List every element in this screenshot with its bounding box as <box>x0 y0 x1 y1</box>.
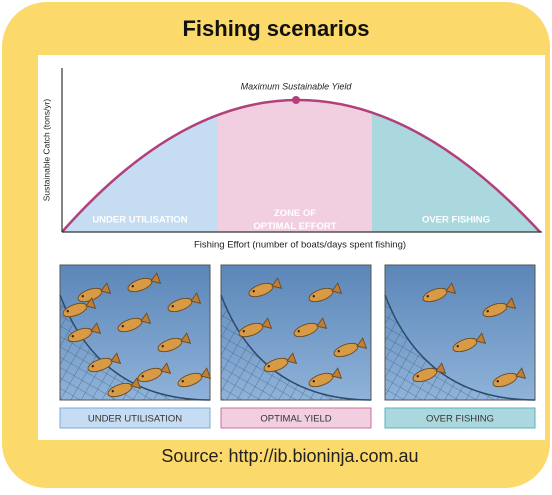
fish-eye <box>111 390 114 393</box>
fish-tail <box>286 352 298 364</box>
source: Source: http://ib.bioninja.com.au <box>161 446 418 466</box>
fish-eye <box>141 375 144 378</box>
fish <box>117 312 152 333</box>
fish-eye <box>91 365 94 368</box>
net-rim <box>220 294 372 401</box>
panel-label-box <box>220 407 372 429</box>
fish-eye <box>171 305 174 308</box>
fish-eye <box>337 350 340 353</box>
fish-eye <box>312 380 315 383</box>
fish <box>137 362 172 383</box>
zone-label: ZONE OF OPTIMAL EFFORT <box>253 208 336 232</box>
fish <box>107 377 142 398</box>
fish-eye <box>131 285 134 288</box>
fish-eye <box>456 345 459 348</box>
fish-eye <box>416 375 419 378</box>
panel-label: UNDER UTILISATION <box>88 414 182 425</box>
fish-tail <box>100 282 112 294</box>
net <box>60 295 210 400</box>
fish-tail <box>331 282 343 294</box>
panel-label-box <box>59 407 211 429</box>
fish <box>62 297 97 318</box>
fish-eye <box>312 295 315 298</box>
fish-eye <box>161 345 164 348</box>
fish <box>157 332 192 353</box>
fish-tail <box>150 272 162 284</box>
fish-tail <box>140 312 152 324</box>
fish-tail <box>445 282 457 294</box>
fish-tail <box>180 332 192 344</box>
zone-optimal <box>218 100 372 232</box>
fish-eye <box>121 325 124 328</box>
fish-tail <box>190 292 202 304</box>
fish-eye <box>181 380 184 383</box>
fish-eye <box>486 310 489 313</box>
fish <box>308 367 343 388</box>
fish-tail <box>200 367 212 379</box>
fish-tail <box>110 352 122 364</box>
fish <box>67 322 102 343</box>
fish <box>263 352 298 373</box>
fish <box>308 282 343 303</box>
zone-label: OVER FISHING <box>422 215 490 226</box>
peak-point <box>292 96 300 104</box>
fish <box>482 297 517 318</box>
fish-eye <box>267 365 270 368</box>
fish <box>452 332 487 353</box>
fish <box>293 317 328 338</box>
fish <box>77 282 112 303</box>
y-axis-label: Sustainable Catch (tons/yr) <box>41 99 51 202</box>
fish-tail <box>356 337 368 349</box>
fish <box>492 367 527 388</box>
fish <box>412 362 447 383</box>
x-axis-label: Fishing Effort (number of boats/days spe… <box>194 240 406 251</box>
fish-eye <box>81 295 84 298</box>
fish-tail <box>435 362 447 374</box>
fish-eye <box>496 380 499 383</box>
net-rim <box>59 294 211 401</box>
fish-eye <box>71 335 74 338</box>
fish-eye <box>242 330 245 333</box>
fish-tail <box>160 362 172 374</box>
panel-label: OPTIMAL YIELD <box>260 414 331 425</box>
fish-tail <box>130 377 142 389</box>
fish <box>248 277 283 298</box>
fish-eye <box>252 290 255 293</box>
fish-tail <box>505 297 517 309</box>
fish <box>167 292 202 313</box>
panel-label: OVER FISHING <box>426 414 494 425</box>
panels: UNDER UTILISATION OPTIMAL YIELD OVER FISHI… <box>59 264 536 429</box>
fish-tail <box>90 322 102 334</box>
fish-eye <box>297 330 300 333</box>
peak-label: Maximum Sustainable Yield <box>241 81 353 91</box>
fish-eye <box>426 295 429 298</box>
fish-tail <box>85 297 97 309</box>
fish <box>87 352 122 373</box>
fish-tail <box>261 317 273 329</box>
fish-tail <box>316 317 328 329</box>
title: Fishing scenarios <box>182 16 369 41</box>
fish-tail <box>475 332 487 344</box>
panel-label-box <box>384 407 536 429</box>
net-rim <box>384 294 536 401</box>
fish <box>333 337 368 358</box>
net <box>221 295 371 400</box>
fish-eye <box>66 310 69 313</box>
fish <box>127 272 162 293</box>
fish <box>238 317 273 338</box>
zone-label: UNDER UTILISATION <box>92 215 187 226</box>
fish-tail <box>271 277 283 289</box>
fish-tail <box>331 367 343 379</box>
fish <box>177 367 212 388</box>
fish <box>422 282 457 303</box>
fish-tail <box>515 367 527 379</box>
